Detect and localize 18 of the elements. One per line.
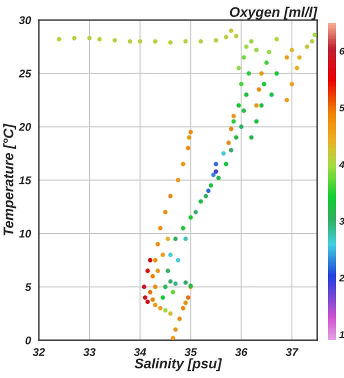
y-axis-title: Temperature [°C]	[3, 124, 16, 236]
x-tick-label: 34	[134, 348, 146, 356]
x-tick-label: 36	[235, 348, 248, 356]
y-tick-label: 0	[26, 336, 32, 344]
y-tick-label: 25	[18, 70, 32, 78]
x-tick-label: 37	[286, 348, 298, 356]
y-tick-label: 5	[25, 283, 32, 291]
color-bar-label: 1	[339, 331, 344, 338]
y-tick-label: 10	[19, 230, 32, 238]
y-tick-label: 15	[19, 176, 32, 184]
y-tick-label: 30	[18, 16, 32, 24]
x-tick-label: 32	[32, 348, 45, 356]
x-tick-label: 33	[83, 348, 96, 356]
color-bar-title: Oxygen [ml/l]	[230, 6, 318, 20]
color-bar-label: 4	[339, 161, 344, 168]
x-tick-label: 35	[184, 348, 197, 356]
x-axis-title: Salinity [psu]	[134, 358, 222, 372]
y-tick-label: 20	[18, 123, 32, 131]
